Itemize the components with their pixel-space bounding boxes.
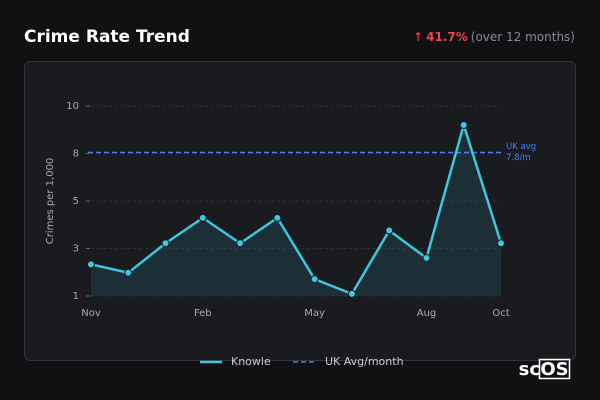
point	[310, 275, 319, 284]
reference-label: UK avg	[506, 142, 536, 152]
y-tick-label: 5	[73, 196, 79, 207]
logo-box	[538, 358, 571, 380]
point	[198, 213, 207, 222]
point	[422, 254, 431, 262]
y-tick-label: 10	[66, 101, 79, 112]
legend: Knowle UK Avg/month	[200, 355, 404, 368]
point	[236, 239, 245, 248]
y-tick-label: 3	[73, 244, 79, 255]
point	[459, 121, 468, 129]
point	[347, 289, 356, 298]
card	[24, 61, 576, 361]
y-axis-label: Crimes per 1,000	[45, 158, 56, 245]
x-tick-label: Feb	[194, 308, 212, 319]
x-tick-label: Oct	[492, 308, 509, 319]
logo-text: sc	[519, 359, 540, 380]
point	[385, 226, 394, 235]
change-value: 41.7%	[426, 30, 468, 44]
legend-label: Knowle	[231, 355, 271, 368]
point	[87, 260, 95, 269]
x-tick-label: Nov	[81, 308, 101, 319]
point	[161, 239, 170, 248]
point	[497, 239, 505, 248]
point	[124, 268, 133, 277]
y-tick-label: 8	[73, 149, 79, 160]
change-note: (over 12 months)	[471, 30, 575, 44]
chart-title: Crime Rate Trend	[24, 27, 190, 47]
change-arrow: ↑	[413, 30, 423, 44]
change-summary: ↑ 41.7% (over 12 months)	[413, 30, 575, 44]
area	[91, 125, 501, 296]
x-tick-label: May	[304, 308, 325, 319]
legend-label: UK Avg/month	[325, 355, 404, 368]
reference-label: 7.8/m	[506, 153, 531, 163]
line	[90, 123, 503, 296]
logo-text: OS	[540, 359, 568, 380]
point	[273, 213, 282, 222]
x-tick-label: Aug	[417, 308, 437, 319]
y-tick-label: 1	[73, 291, 79, 302]
